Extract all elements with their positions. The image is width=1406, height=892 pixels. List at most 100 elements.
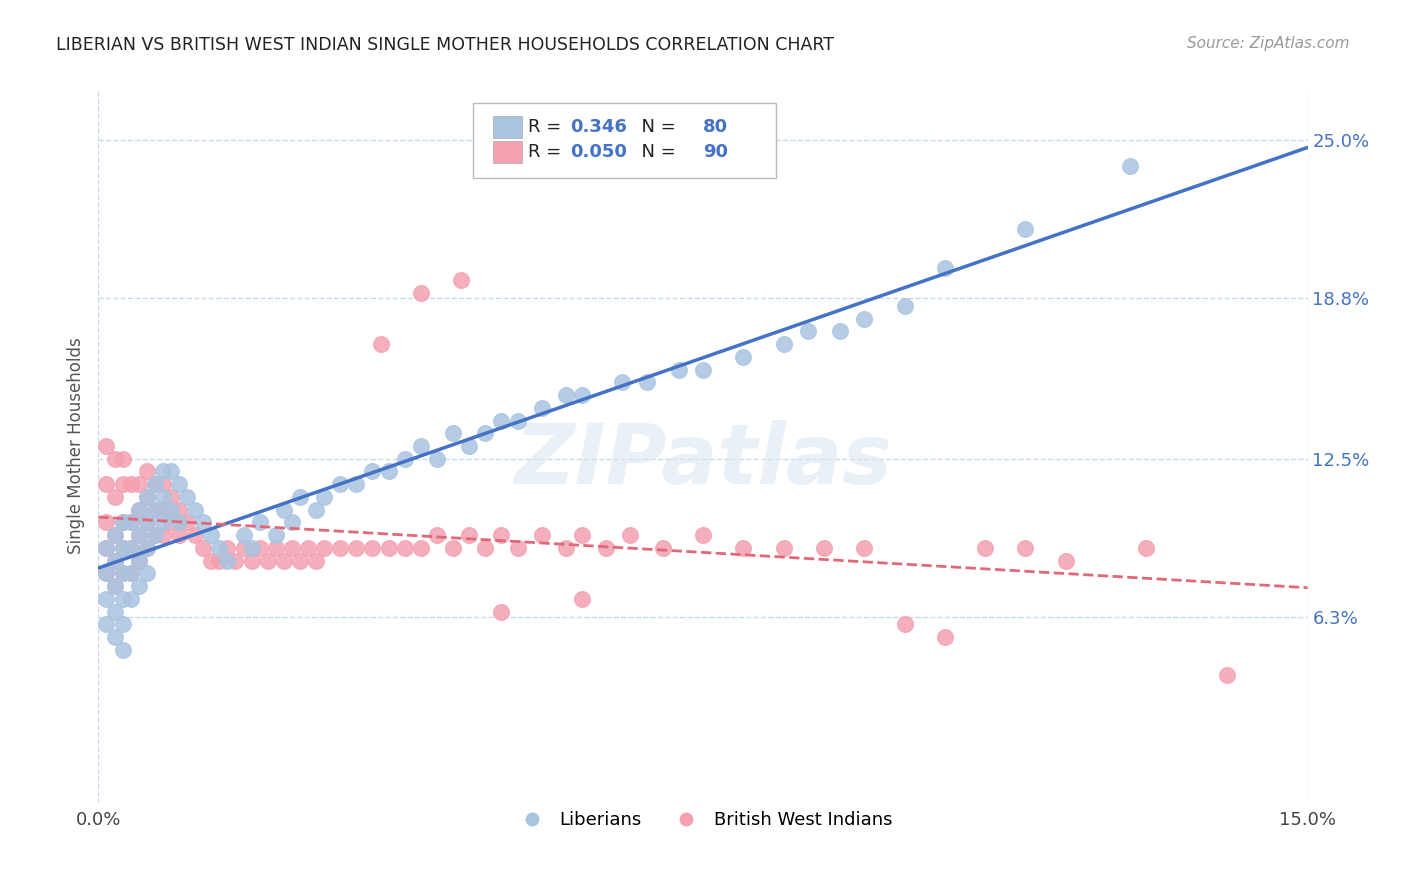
Point xyxy=(619,528,641,542)
Point xyxy=(1135,541,1157,555)
Point xyxy=(160,465,183,479)
Point xyxy=(506,413,529,427)
Legend: Liberians, British West Indians: Liberians, British West Indians xyxy=(506,805,900,837)
Text: R =: R = xyxy=(527,118,567,136)
Point xyxy=(893,617,915,632)
Point xyxy=(167,502,190,516)
Text: Source: ZipAtlas.com: Source: ZipAtlas.com xyxy=(1187,36,1350,51)
Point xyxy=(361,541,384,555)
Point xyxy=(135,465,157,479)
Point xyxy=(184,502,207,516)
Point xyxy=(120,566,142,581)
Point xyxy=(143,502,166,516)
Point xyxy=(111,541,134,555)
Point xyxy=(555,388,578,402)
Point xyxy=(103,528,125,542)
Point xyxy=(249,516,271,530)
Point xyxy=(111,566,134,581)
Point xyxy=(474,426,496,441)
Point xyxy=(491,528,513,542)
Point xyxy=(160,502,183,516)
Point xyxy=(152,528,174,542)
Point xyxy=(281,516,304,530)
Point xyxy=(111,541,134,555)
Point xyxy=(176,516,198,530)
Point xyxy=(530,528,553,542)
Point xyxy=(668,362,690,376)
Point xyxy=(394,541,416,555)
Point xyxy=(143,528,166,542)
Text: N =: N = xyxy=(630,143,682,161)
Point xyxy=(103,605,125,619)
Point xyxy=(772,541,794,555)
Point xyxy=(176,490,198,504)
Point xyxy=(152,490,174,504)
FancyBboxPatch shape xyxy=(474,103,776,178)
Point xyxy=(506,541,529,555)
Point xyxy=(103,630,125,644)
Point xyxy=(167,516,190,530)
Point xyxy=(135,566,157,581)
Point xyxy=(394,451,416,466)
Point xyxy=(426,451,449,466)
Text: 90: 90 xyxy=(703,143,728,161)
Point xyxy=(160,516,183,530)
Point xyxy=(733,350,755,364)
Point xyxy=(152,502,174,516)
Point xyxy=(111,477,134,491)
Y-axis label: Single Mother Households: Single Mother Households xyxy=(66,338,84,554)
Point xyxy=(184,528,207,542)
Point xyxy=(636,376,658,390)
Point xyxy=(813,541,835,555)
Point xyxy=(120,516,142,530)
Point xyxy=(128,528,150,542)
Point xyxy=(530,401,553,415)
Point xyxy=(264,541,287,555)
Point xyxy=(828,324,851,338)
Point xyxy=(692,528,714,542)
Point xyxy=(571,528,593,542)
Point xyxy=(120,591,142,606)
Point xyxy=(1216,668,1239,682)
Point xyxy=(441,426,464,441)
Point xyxy=(426,528,449,542)
Point xyxy=(240,541,263,555)
Point xyxy=(370,337,392,351)
Point xyxy=(377,541,399,555)
Point xyxy=(273,502,295,516)
Point xyxy=(111,617,134,632)
Text: N =: N = xyxy=(630,118,682,136)
Point xyxy=(96,541,118,555)
Point xyxy=(96,541,118,555)
Point xyxy=(128,579,150,593)
Point xyxy=(128,528,150,542)
Point xyxy=(733,541,755,555)
Point xyxy=(135,490,157,504)
Point xyxy=(120,477,142,491)
Point xyxy=(96,439,118,453)
Point xyxy=(329,541,352,555)
Point xyxy=(208,541,231,555)
Point xyxy=(111,451,134,466)
Point xyxy=(377,465,399,479)
Point xyxy=(193,516,215,530)
Point xyxy=(1014,541,1036,555)
Point xyxy=(120,516,142,530)
Point xyxy=(128,477,150,491)
Text: R =: R = xyxy=(527,143,567,161)
Point xyxy=(314,541,336,555)
Point xyxy=(772,337,794,351)
Text: ZIPatlas: ZIPatlas xyxy=(515,420,891,500)
Point xyxy=(128,502,150,516)
Point xyxy=(111,516,134,530)
Point xyxy=(571,591,593,606)
Point xyxy=(249,541,271,555)
Point xyxy=(224,554,246,568)
Point xyxy=(111,566,134,581)
Point xyxy=(152,465,174,479)
Point xyxy=(273,554,295,568)
Point xyxy=(120,541,142,555)
Text: 0.050: 0.050 xyxy=(569,143,627,161)
Point xyxy=(143,477,166,491)
Point xyxy=(96,566,118,581)
